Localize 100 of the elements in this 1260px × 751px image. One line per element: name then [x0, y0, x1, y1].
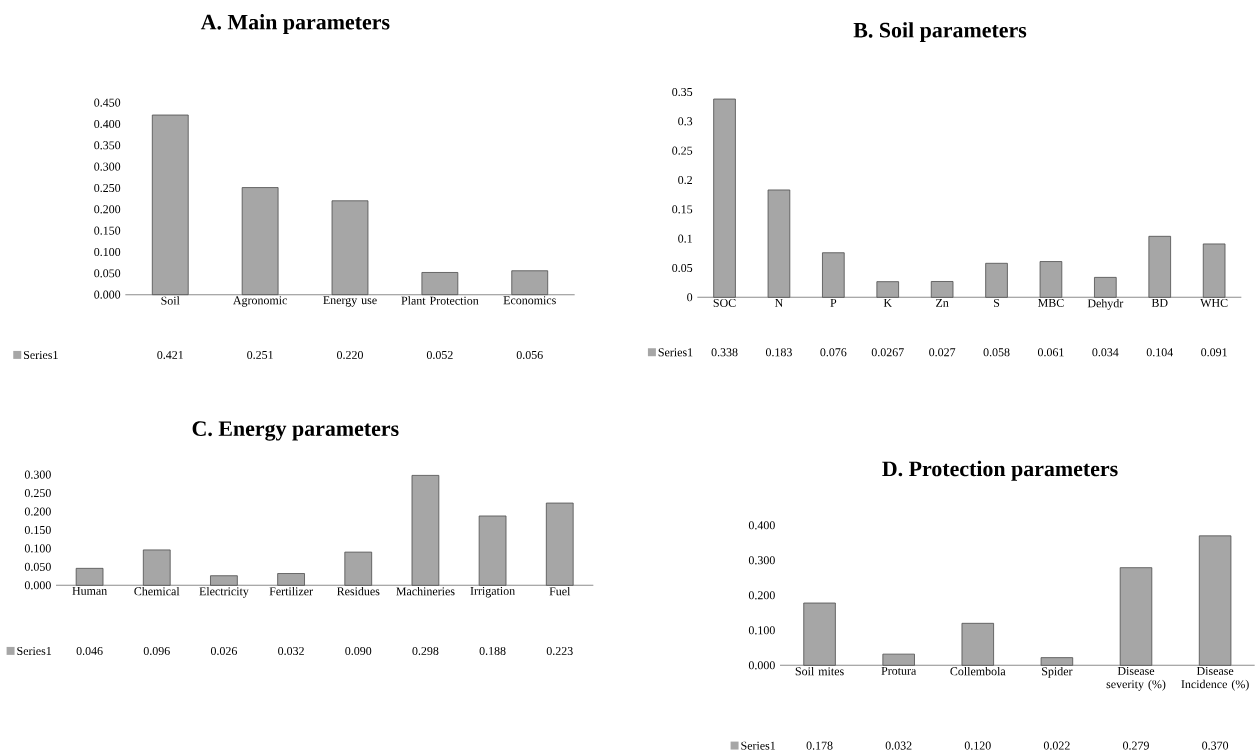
y-tick-label: 0.050 [24, 562, 51, 572]
x-tick-label: Irrigation [470, 587, 515, 598]
x-tick-label: Energy use [323, 296, 377, 307]
bar [822, 252, 845, 298]
x-tick-label: N [774, 299, 783, 307]
x-tick-label: Fuel [549, 587, 571, 596]
legend-label: Series1 [24, 351, 58, 360]
x-tick-label: Electricity [199, 587, 249, 598]
bar [151, 114, 189, 296]
bar [1148, 236, 1172, 298]
bar [1202, 243, 1226, 298]
data-label: 0.220 [337, 351, 363, 360]
x-tick-label: Collembola [950, 667, 1006, 676]
bar [882, 653, 915, 666]
y-tick-label: 0.050 [94, 269, 121, 278]
bar [1039, 261, 1063, 298]
y-tick-label: 0.350 [94, 141, 121, 150]
y-tick-label: 0.2 [678, 176, 692, 185]
bar [331, 200, 369, 296]
x-tick-label: Soil [161, 296, 180, 305]
x-tick-label: Human [72, 587, 107, 596]
data-label: 0.251 [247, 351, 273, 360]
data-label: 0.022 [1043, 741, 1070, 750]
legend-label: Series1 [17, 647, 52, 656]
y-tick-label: 0.3 [678, 117, 693, 126]
y-tick-label: 0.05 [672, 264, 693, 273]
data-label: 0.091 [1201, 348, 1227, 357]
data-label: 0.052 [426, 351, 453, 360]
bar [803, 602, 836, 666]
bar [713, 98, 736, 298]
data-label: 0.370 [1202, 741, 1229, 750]
x-tick-label: Agronomic [233, 296, 287, 307]
legend-label: Series1 [658, 348, 693, 357]
x-tick-label: BD [1151, 299, 1168, 307]
data-label: 0.183 [765, 348, 792, 357]
data-label: 0.090 [345, 647, 372, 656]
data-label: 0.046 [76, 647, 103, 656]
x-tick-label: Protura [881, 667, 917, 676]
x-tick-label: Plant Protection [401, 296, 479, 305]
data-label: 0.058 [983, 348, 1010, 357]
bar [478, 515, 507, 586]
x-tick-label: P [830, 299, 837, 307]
data-label: 0.096 [143, 647, 170, 656]
data-label: 0.061 [1037, 348, 1064, 357]
y-tick-label: 0.250 [94, 184, 121, 193]
data-label: 0.421 [157, 351, 184, 360]
x-tick-label: Residues [337, 587, 380, 596]
x-tick-label: Machineries [396, 587, 455, 596]
data-label: 0.0267 [871, 348, 904, 357]
chart-title: A. Main parameters [200, 14, 390, 35]
bar [511, 270, 549, 296]
y-tick-label: 0.150 [24, 526, 51, 535]
bar [421, 272, 459, 296]
bar [1119, 567, 1153, 666]
y-tick-label: 0.200 [748, 591, 775, 600]
y-tick-label: 0.200 [94, 205, 121, 214]
bar [1040, 657, 1074, 666]
y-tick-label: 0.300 [24, 470, 51, 479]
y-tick-label: 0.000 [94, 290, 121, 299]
bar [344, 551, 373, 586]
x-tick-label: Dehydr [1087, 299, 1124, 310]
x-tick-label: SOC [713, 299, 736, 308]
x-tick-label: WHC [1200, 299, 1228, 308]
chart-title: D. Protection parameters [882, 460, 1118, 481]
x-tick-label: S [994, 299, 1000, 308]
bar [142, 549, 171, 586]
bar [1094, 277, 1117, 298]
data-label: 0.076 [820, 348, 847, 357]
x-tick-label: K [883, 299, 892, 307]
x-tick-label: MBC [1038, 299, 1064, 308]
bar [545, 502, 574, 586]
x-tick-label: Chemical [134, 587, 180, 596]
data-label: 0.120 [964, 741, 991, 750]
bar [411, 475, 440, 586]
data-label: 0.188 [479, 647, 506, 656]
x-tick-label: Fertilizer [269, 587, 313, 596]
data-label: 0.026 [210, 647, 238, 656]
bar [767, 189, 791, 298]
y-tick-label: 0.400 [94, 120, 121, 129]
bar [961, 623, 994, 666]
y-tick-label: 0.000 [24, 581, 51, 590]
x-tick-label: Disease Incidence (%) [1181, 667, 1249, 691]
y-tick-label: 0 [687, 293, 693, 302]
bar [930, 281, 954, 298]
y-tick-label: 0.100 [748, 626, 775, 635]
x-tick-label: Spider [1042, 667, 1073, 678]
bar [985, 263, 1008, 298]
data-label: 0.032 [278, 647, 304, 656]
bar [876, 281, 900, 298]
x-tick-label: Disease severity (%) [1106, 667, 1166, 691]
chart-title: C. Energy parameters [192, 421, 399, 441]
y-tick-label: 0.100 [94, 248, 121, 257]
data-label: 0.104 [1146, 348, 1173, 357]
bar [210, 575, 238, 586]
y-tick-label: 0.35 [672, 88, 693, 97]
y-tick-label: 0.200 [24, 507, 51, 516]
y-tick-label: 0.100 [24, 544, 51, 553]
data-label: 0.027 [929, 348, 956, 357]
data-label: 0.056 [516, 351, 543, 360]
bar [277, 573, 305, 586]
